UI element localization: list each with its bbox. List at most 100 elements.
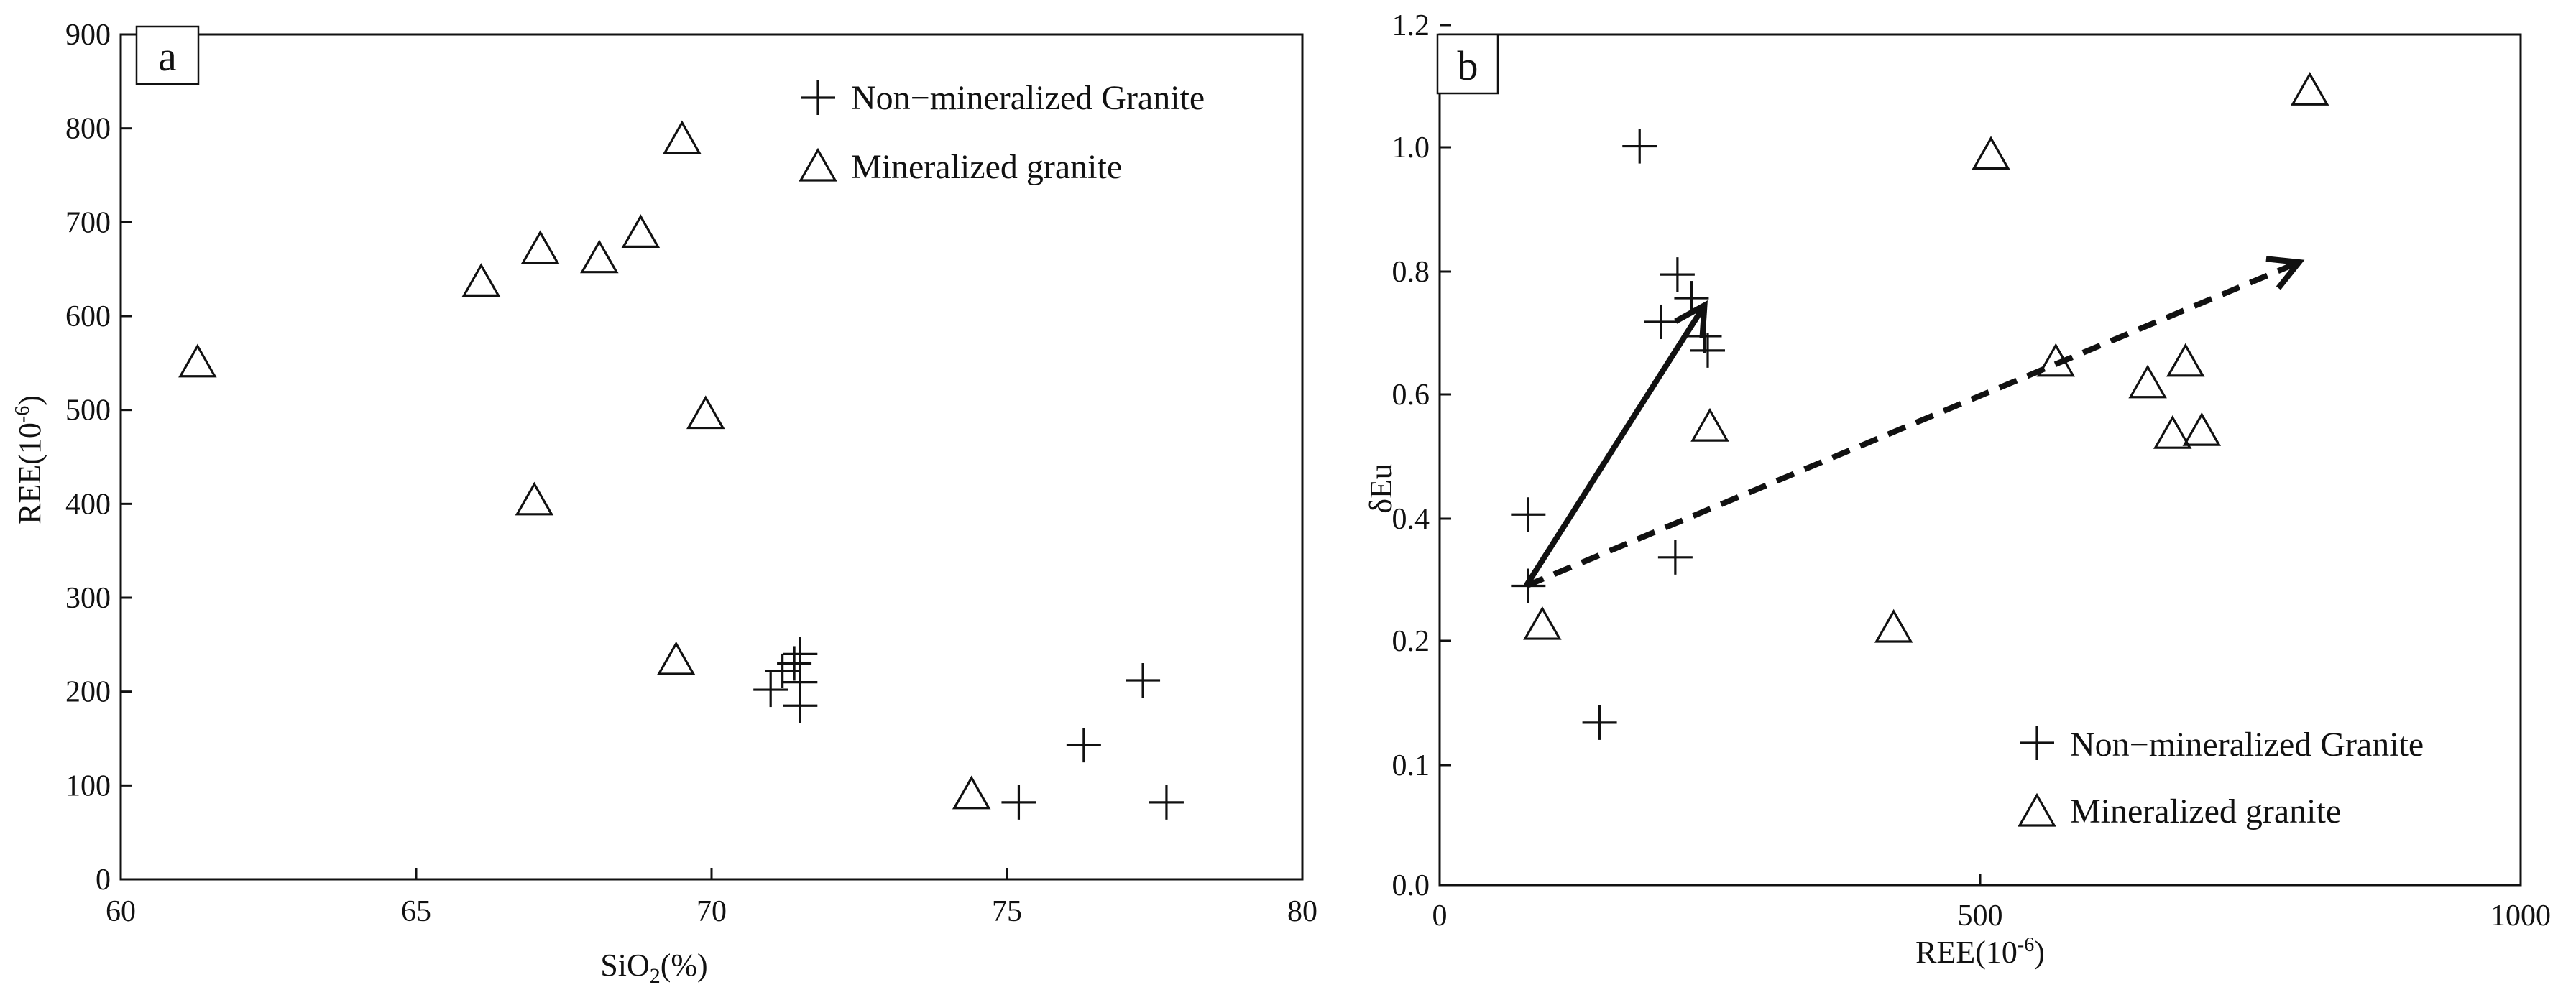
- panel-a-x-ticks: 60 65 70 75 80: [106, 868, 1317, 928]
- panel-b-x-tick-label: 0: [1432, 899, 1448, 932]
- panel-b-legend-triangle-icon: [2018, 792, 2056, 827]
- panel-a-x-tick-label: 70: [696, 895, 727, 928]
- panel-b-y-tick-label: 0.8: [1392, 256, 1430, 289]
- panel-a-x-tick-label: 80: [1287, 895, 1317, 928]
- panel-a-point-mineralized: [621, 214, 661, 248]
- panel-a-y-tick-label: 300: [65, 582, 111, 615]
- panel-b-legend-marker-plus: [2020, 726, 2054, 760]
- panel-b-y-ticks: 0.0 0.1 0.2 0.4 0.6 0.8 1.0 1.2: [1392, 9, 1451, 902]
- panel-b-point-non-mineralized: [1687, 318, 1722, 353]
- panel-b-y-tick-label: 1.0: [1392, 131, 1430, 165]
- panel-b-legend-plus-icon: [2020, 726, 2054, 760]
- panel-a-y-tick-label: 400: [65, 488, 111, 521]
- panel-b-legend: Non−mineralized Granite Mineralized gran…: [2018, 726, 2424, 830]
- panel-b-x-axis-title: REE(10-6): [1915, 934, 2045, 970]
- panel-a-y-ticks: 0 100 200 300 400 500 600 700 800 900: [65, 19, 132, 897]
- panel-b-point-non-mineralized: [1660, 257, 1695, 292]
- panel-a-legend-label-non-mineralized: Non−mineralized Granite: [851, 79, 1205, 117]
- panel-b-y-tick-label: 0.4: [1392, 503, 1430, 536]
- panel-a-point-mineralized: [178, 343, 217, 378]
- panel-b-legend-label-non-mineralized: Non−mineralized Granite: [2070, 726, 2424, 764]
- panel-b-point-mineralized: [2290, 72, 2329, 106]
- panel-a-legend-marker-plus: [801, 80, 835, 115]
- panel-a-label-box: [135, 25, 200, 85]
- panel-b-point-mineralized: [2182, 412, 2222, 446]
- panel-b-point-non-mineralized: [1644, 304, 1679, 339]
- panel-a-point-mineralized: [952, 775, 991, 810]
- panel-a-y-tick-label: 900: [65, 19, 111, 52]
- panel-b-point-mineralized: [1690, 407, 1729, 442]
- panel-b-arrow-dashed: [1524, 256, 2305, 589]
- arrow-head: [2266, 256, 2305, 290]
- panel-b-y-tick-label: 1.2: [1392, 9, 1430, 42]
- panel-a-point-mineralized: [515, 481, 554, 516]
- panel-a-y-tick-label: 700: [65, 206, 111, 239]
- panel-b-point-non-mineralized: [1674, 281, 1709, 316]
- panel-a-x-tick-label: 75: [992, 895, 1022, 928]
- panel-b-point-non-mineralized: [1582, 705, 1617, 740]
- panel-b-point-mineralized: [2036, 343, 2076, 377]
- panel-a-y-tick-label: 0: [96, 864, 111, 897]
- panel-b-y-axis-title: δEu: [1363, 463, 1399, 514]
- panel-a-point-mineralized: [461, 263, 501, 297]
- panel-a-x-axis-title: SiO2(%): [600, 948, 707, 988]
- panel-a-y-tick-label: 600: [65, 300, 111, 333]
- panel-a-point-mineralized: [663, 120, 702, 154]
- panel-a-label: a: [158, 33, 177, 80]
- panel-b-legend-marker-triangle: [2018, 792, 2056, 827]
- panel-b-y-tick-label: 0.6: [1392, 379, 1430, 412]
- arrow-shaft: [1523, 307, 1705, 588]
- arrow-shaft: [1524, 261, 2296, 589]
- panel-a: a 60 65 70 75 80 0 100 200 300 400 500 600 700 800 90…: [12, 19, 1317, 988]
- panel-a-y-tick-label: 800: [65, 113, 111, 146]
- panel-a-x-tick-label: 65: [401, 895, 431, 928]
- panel-b-point-non-mineralized: [1690, 333, 1725, 368]
- panel-b: b 0 500 1000 0.0 0.1 0.2 0.4 0.6 0.8 1.0 1.2 REE(…: [1363, 9, 2551, 970]
- panel-b-label: b: [1458, 42, 1478, 89]
- panel-b-y-tick-label: 0.0: [1392, 869, 1430, 902]
- panel-a-y-tick-label: 200: [65, 676, 111, 709]
- panel-a-y-axis-title: REE(10-6): [12, 395, 47, 524]
- panel-b-point-mineralized: [2128, 364, 2167, 399]
- panel-a-point-mineralized: [520, 230, 560, 264]
- panel-a-point-non-mineralized: [1149, 785, 1184, 820]
- panel-a-legend-triangle-icon: [799, 147, 837, 182]
- panel-b-x-tick-label: 500: [1958, 899, 2003, 932]
- panel-b-y-tick-label: 0.1: [1392, 749, 1430, 782]
- panel-b-point-non-mineralized: [1511, 568, 1546, 603]
- panel-a-point-mineralized: [656, 641, 696, 675]
- panel-a-y-tick-label: 500: [65, 394, 111, 427]
- panel-a-point-non-mineralized: [777, 646, 812, 681]
- panel-a-point-non-mineralized: [1126, 662, 1161, 698]
- panel-a-y-tick-label: 100: [65, 769, 111, 802]
- panel-a-point-non-mineralized: [753, 672, 788, 708]
- panel-b-points: [1511, 72, 2329, 740]
- panel-b-point-mineralized: [1972, 136, 2010, 170]
- panel-a-point-mineralized: [686, 395, 725, 430]
- panel-a-legend-marker-triangle: [799, 147, 837, 182]
- panel-b-legend-label-mineralized: Mineralized granite: [2070, 792, 2341, 830]
- panel-a-points: [178, 120, 1184, 820]
- panel-a-frame: [119, 33, 1304, 881]
- arrow-head: [1674, 300, 1708, 339]
- panel-b-point-non-mineralized: [1622, 129, 1657, 164]
- panel-a-x-tick-label: 60: [106, 895, 136, 928]
- panel-a-legend-label-mineralized: Mineralized granite: [851, 148, 1122, 186]
- panel-b-arrows: [1523, 256, 2305, 589]
- panel-b-y-tick-label: 0.2: [1392, 625, 1430, 658]
- panel-b-label-box: [1436, 33, 1499, 95]
- panel-a-legend-plus-icon: [801, 80, 835, 115]
- panel-b-point-mineralized: [2153, 415, 2192, 449]
- panel-b-point-mineralized: [2166, 343, 2205, 377]
- panel-b-x-tick-label: 1000: [2490, 899, 2551, 932]
- panel-b-point-mineralized: [1523, 606, 1562, 640]
- panel-a-legend: Non−mineralized Granite Mineralized gran…: [799, 79, 1205, 186]
- panel-b-point-non-mineralized: [1657, 540, 1693, 575]
- panel-b-arrow-solid: [1523, 300, 1708, 588]
- panel-b-x-ticks: 0 500 1000: [1432, 874, 2551, 932]
- panel-a-point-non-mineralized: [1066, 728, 1101, 763]
- panel-a-point-non-mineralized: [783, 688, 818, 723]
- panel-b-point-non-mineralized: [1511, 497, 1546, 532]
